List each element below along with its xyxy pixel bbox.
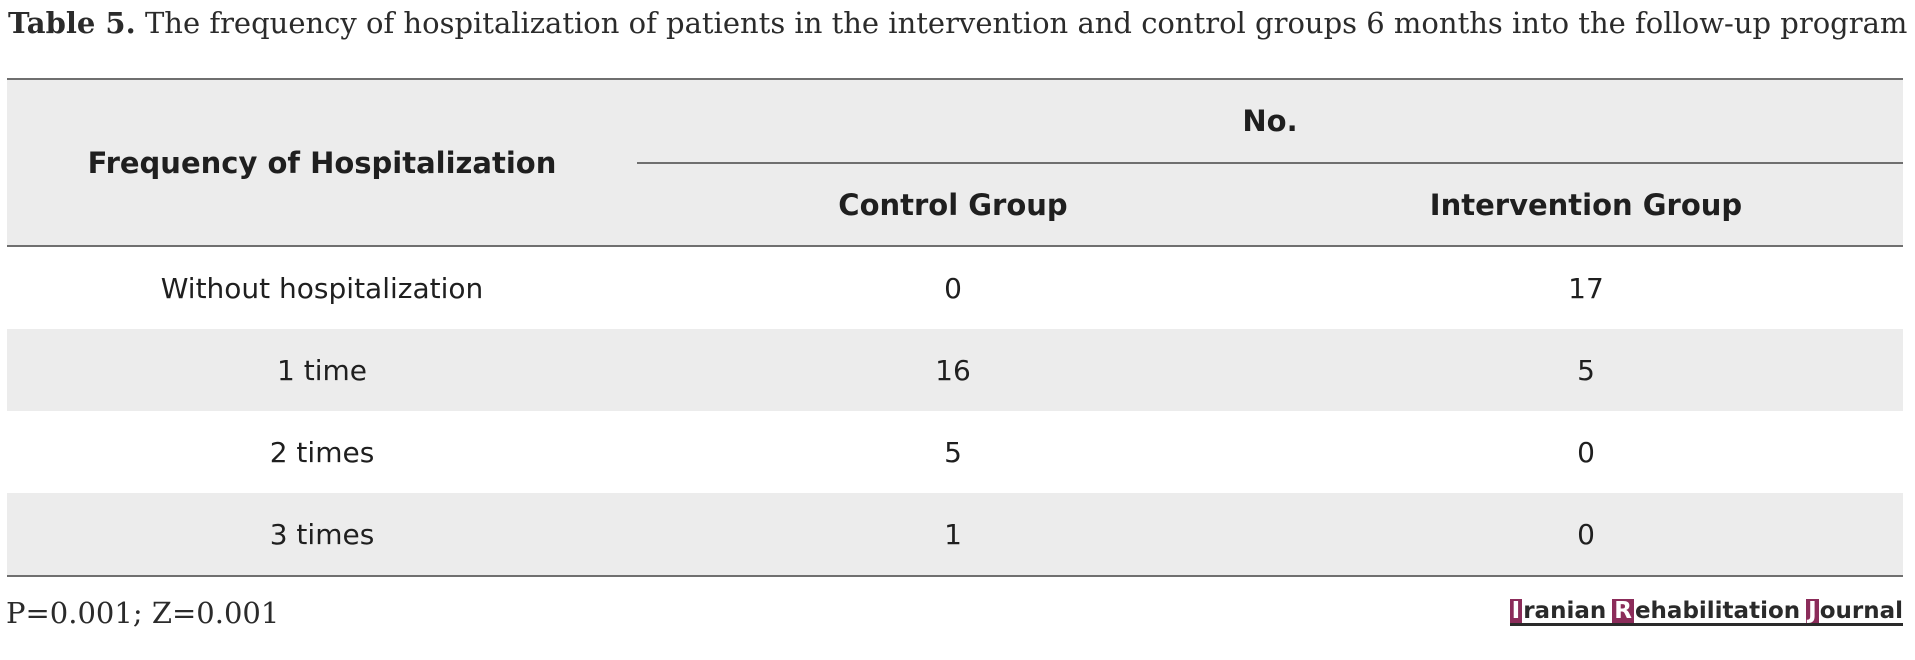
column-header-intervention: Intervention Group [1429, 187, 1743, 222]
row-label: 3 times [269, 517, 375, 551]
row-label: Without hospitalization [160, 271, 484, 305]
control-value: 0 [944, 271, 962, 305]
intervention-value: 5 [1577, 353, 1595, 387]
statistics-footnote: P=0.001; Z=0.001 [6, 596, 280, 630]
table-header: Frequency of Hospitalization No. Control… [7, 78, 1903, 247]
logo-initial-r: R [1612, 598, 1634, 624]
table-caption: Table 5. The frequency of hospitalizatio… [8, 0, 1908, 46]
hospitalization-table: Frequency of Hospitalization No. Control… [7, 78, 1903, 577]
logo-initial-i: I [1509, 598, 1523, 624]
caption-label: Table 5. [8, 6, 136, 40]
intervention-value: 17 [1568, 271, 1604, 305]
control-value: 1 [944, 517, 962, 551]
control-value: 16 [935, 353, 971, 387]
header-divider [637, 162, 1903, 164]
table-row: 3 times 1 0 [7, 493, 1903, 577]
logo-initial-j: J [1806, 598, 1819, 624]
intervention-value: 0 [1577, 517, 1595, 551]
logo-word-rehabilitation: ehabilitation [1634, 598, 1801, 624]
logo-word-journal: ournal [1819, 598, 1903, 624]
intervention-value: 0 [1577, 435, 1595, 469]
logo-word-iranian: ranian [1523, 598, 1607, 624]
row-header: Frequency of Hospitalization [87, 145, 557, 180]
row-label: 1 time [277, 353, 367, 387]
column-header-control: Control Group [838, 187, 1068, 222]
table-row: 1 time 16 5 [7, 329, 1903, 411]
table-row: Without hospitalization 0 17 [7, 247, 1903, 329]
row-label: 2 times [269, 435, 375, 469]
group-header: No. [1242, 104, 1298, 138]
control-value: 5 [944, 435, 962, 469]
caption-text: The frequency of hospitalization of pati… [144, 6, 1908, 40]
table-row: 2 times 5 0 [7, 411, 1903, 493]
